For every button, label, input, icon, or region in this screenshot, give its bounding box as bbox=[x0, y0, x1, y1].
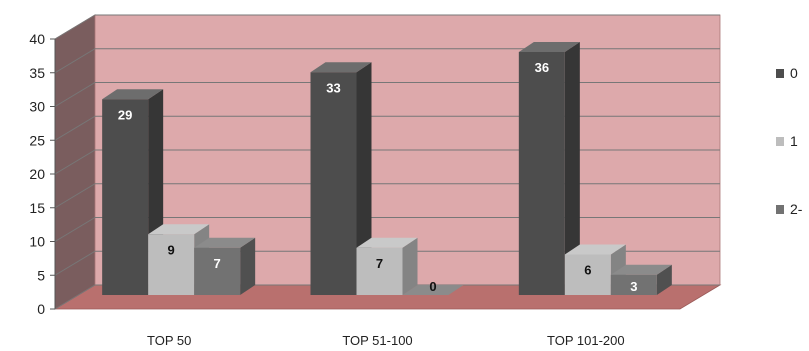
legend-label: 2- bbox=[790, 201, 803, 217]
bar bbox=[148, 234, 195, 295]
bar bbox=[356, 247, 403, 295]
bar bbox=[564, 254, 611, 295]
y-axis: 0 5 10 15 20 25 30 35 40 bbox=[29, 31, 56, 317]
data-label: 0 bbox=[429, 279, 436, 294]
data-label: 33 bbox=[326, 80, 340, 95]
gridline bbox=[54, 284, 720, 310]
gridlines bbox=[54, 14, 720, 310]
bar-top bbox=[310, 62, 372, 73]
bar-top bbox=[356, 237, 418, 248]
legend-label: 1 bbox=[790, 133, 798, 149]
y-tick-label: 20 bbox=[29, 166, 45, 182]
y-tick-label: 0 bbox=[37, 301, 45, 317]
bar-top bbox=[564, 244, 626, 255]
gridline bbox=[54, 115, 720, 141]
data-label: 6 bbox=[584, 263, 591, 278]
bar-top bbox=[148, 224, 210, 235]
bar-side bbox=[656, 264, 672, 295]
gridline bbox=[54, 149, 720, 175]
bar bbox=[102, 99, 149, 295]
legend-swatch bbox=[776, 69, 784, 78]
gridline bbox=[54, 183, 720, 209]
data-label: 36 bbox=[535, 60, 549, 75]
gridline bbox=[54, 48, 720, 74]
legend-swatch bbox=[776, 205, 784, 214]
bar bbox=[518, 52, 565, 295]
y-tick-label: 40 bbox=[29, 31, 45, 47]
bar-side bbox=[564, 42, 580, 295]
y-tick-label: 25 bbox=[29, 132, 45, 148]
bar-side bbox=[402, 237, 418, 295]
y-tick-label: 10 bbox=[29, 234, 45, 250]
data-label: 9 bbox=[168, 242, 175, 257]
legend: 0 1 2- bbox=[776, 65, 803, 217]
x-tick-label: TOP 51-100 bbox=[342, 333, 412, 348]
legend-swatch bbox=[776, 137, 784, 146]
bar-side bbox=[356, 62, 372, 295]
x-tick-label: TOP 50 bbox=[147, 333, 191, 348]
gridline bbox=[54, 217, 720, 242]
bars: 29 9 7 33 7 0 36 6 3 bbox=[102, 42, 672, 295]
y-tick-label: 30 bbox=[29, 99, 45, 115]
gridline bbox=[54, 82, 720, 107]
data-label: 3 bbox=[630, 279, 637, 294]
bar-top bbox=[518, 42, 580, 52]
data-label: 29 bbox=[118, 107, 132, 122]
x-axis: TOP 50 TOP 51-100 TOP 101-200 bbox=[147, 333, 625, 348]
bar-top bbox=[610, 264, 672, 275]
bar-top bbox=[194, 237, 256, 248]
y-tick-label: 15 bbox=[29, 200, 45, 216]
legend-label: 0 bbox=[790, 65, 798, 81]
y-tick-label: 5 bbox=[37, 267, 45, 283]
data-label: 7 bbox=[376, 256, 383, 271]
data-label: 7 bbox=[214, 256, 221, 271]
bar-top bbox=[402, 285, 464, 295]
bar-top bbox=[102, 89, 164, 100]
gridline bbox=[54, 250, 720, 276]
bar bbox=[610, 274, 657, 295]
x-tick-label: TOP 101-200 bbox=[547, 333, 625, 348]
gridline bbox=[54, 14, 720, 40]
bar bbox=[194, 247, 241, 295]
bar bbox=[310, 72, 357, 295]
bar-side bbox=[240, 237, 256, 295]
y-tick-label: 35 bbox=[29, 65, 45, 81]
